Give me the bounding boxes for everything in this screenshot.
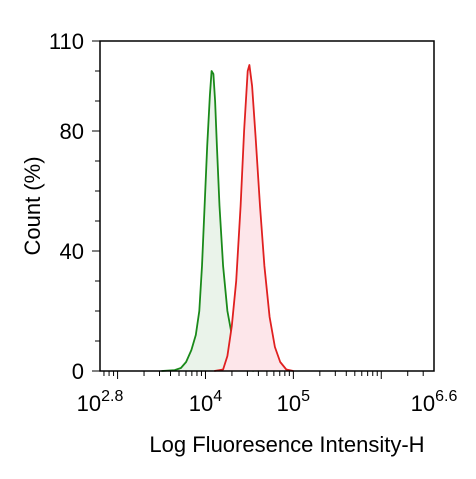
x-tick-label: 105 (277, 388, 310, 416)
x-tick-exponent: 5 (301, 388, 310, 405)
x-axis-title: Log Fluoresence Intensity-H (149, 432, 424, 457)
x-tick-base: 10 (77, 391, 101, 416)
series-1-fill (161, 71, 254, 371)
y-tick-label: 110 (49, 29, 84, 54)
x-tick-base: 10 (411, 391, 435, 416)
y-tick-label: 0 (72, 359, 84, 384)
y-tick-label: 40 (60, 239, 84, 264)
x-tick-label: 102.8 (77, 388, 124, 416)
y-tick-label: 80 (60, 119, 84, 144)
x-tick-exponent: 2.8 (101, 388, 123, 405)
series-2-fill (214, 65, 294, 371)
histogram-curves (161, 64, 294, 372)
x-tick-exponent: 6.6 (435, 388, 457, 405)
series-2-line (214, 64, 294, 372)
y-axis-title: Count (%) (20, 156, 45, 255)
y-axis-ticks: 0 40 80 110 (49, 29, 100, 384)
x-tick-base: 10 (277, 391, 301, 416)
x-tick-label: 104 (189, 388, 222, 416)
x-tick-exponent: 4 (213, 388, 222, 405)
x-axis-ticks: 102.8 104 105 106.6 (77, 371, 458, 416)
x-tick-label: 106.6 (411, 388, 458, 416)
x-tick-base: 10 (189, 391, 213, 416)
